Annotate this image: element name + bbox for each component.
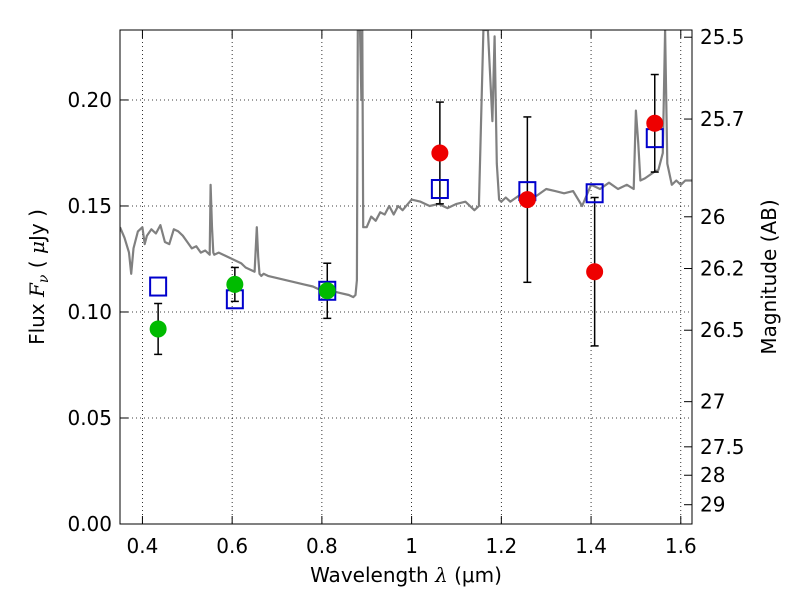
y-axis-title: Flux Fν ( μJy ) [25,209,52,345]
mag-tick-label: 27 [700,390,725,414]
model-spectrum-line [120,30,692,299]
mag-tick-label: 29 [700,493,725,517]
error-bars [154,73,659,356]
ticks: 0.4 0.6 0.8 1 1.2 1.4 1.6 0.00 0.05 0.10 0.15 0.20 2… [67,25,744,558]
hst-nir-marker [518,191,536,209]
mag-tick-label: 25.5 [700,25,745,49]
model-photometry-marker [430,179,449,200]
mag-tick-label: 25.7 [700,107,745,131]
hst-optical-marker [318,282,336,300]
mag-tick-label: 26 [700,205,725,229]
mag-tick-label: 26.2 [700,257,745,281]
model-photometry-marker [585,183,604,204]
x-tick-label: 1.4 [575,534,607,558]
x-tick-label: 0.6 [216,534,248,558]
x-tick-label: 0.8 [306,534,338,558]
hst-optical-marker [149,320,167,338]
y-tick-label: 0.00 [67,512,112,536]
mag-tick-label: 28 [700,463,725,487]
x-tick-label: 1.2 [485,534,517,558]
y-tick-label: 0.05 [67,406,112,430]
y-tick-label: 0.10 [67,300,112,324]
x-tick-label: 0.4 [127,534,159,558]
mag-tick-label: 27.5 [700,435,745,459]
markers [149,114,664,338]
plot-frame [119,29,693,525]
plot-area [120,30,692,299]
x-tick-label: 1.6 [665,534,697,558]
model-photometry-marker [149,276,168,297]
x-tick-label: 1 [405,534,418,558]
mag-tick-label: 26.5 [700,318,745,342]
y2-axis-title: Magnitude (AB) [757,199,781,354]
y-tick-label: 0.15 [67,194,112,218]
hst-nir-marker [646,114,664,132]
hst-nir-marker [586,263,604,281]
hst-optical-marker [226,275,244,293]
hst-nir-marker [431,144,449,162]
grid [120,30,692,525]
x-axis-title: Wavelength λ (μm) [310,563,502,587]
y-tick-label: 0.20 [67,88,112,112]
